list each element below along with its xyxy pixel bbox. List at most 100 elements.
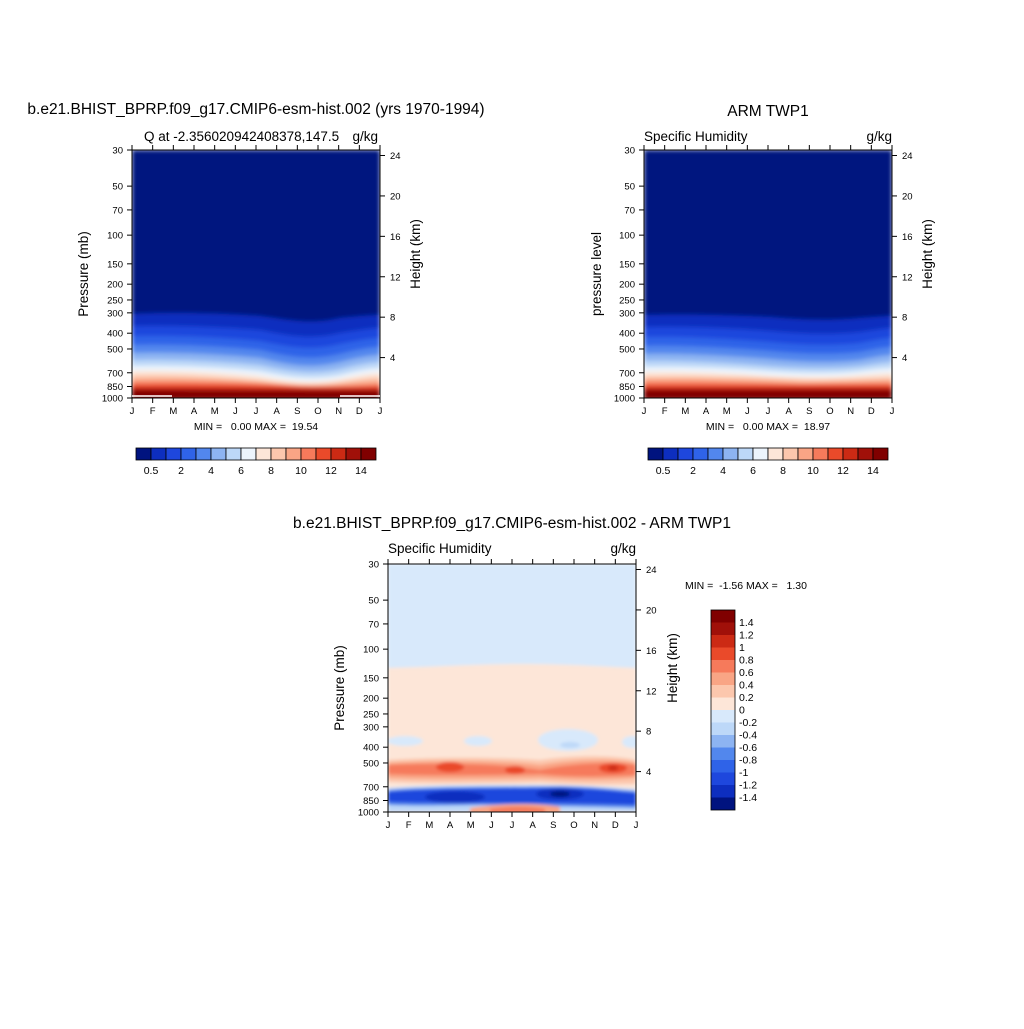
panel-diff-colorbar-label: 0.6 xyxy=(739,667,754,679)
panel-diff-axes-ytick-label: 250 xyxy=(363,709,379,720)
panel-obs-colorbar-box xyxy=(842,447,859,461)
panel-obs-axes-ytick-label: 250 xyxy=(619,295,635,306)
panel-obs-axes-ytick-label: 500 xyxy=(619,344,635,355)
panel-diff-axes-xtick-label: F xyxy=(406,820,412,831)
panel-obs-colorbar-box xyxy=(707,447,724,461)
panel-obs-axes-ytick-right-label: 4 xyxy=(902,353,907,364)
panel-model-colorbar-label: 14 xyxy=(355,465,367,477)
panel-model-axes-ytick-label: 1000 xyxy=(102,394,123,405)
panel-diff-colorbar-box xyxy=(711,797,735,810)
panel-model-colorbar-box xyxy=(300,447,317,461)
panel-model-axes-xtick-label: J xyxy=(130,406,135,417)
panel-diff-axes-xtick-label: J xyxy=(634,820,639,831)
panel-diff-axes-ytick-right-label: 16 xyxy=(646,646,657,657)
panel-obs-axes-xtick-label: A xyxy=(703,406,710,417)
panel-model-heatmap xyxy=(132,150,380,398)
panel-model-colorbar-box xyxy=(285,447,302,461)
panel-diff-blob-neg-1 xyxy=(388,736,423,746)
panel-diff-subtitle-right: g/kg xyxy=(610,541,636,556)
panel-obs-colorbar-box xyxy=(767,447,784,461)
panel-model-axes-xtick-label: F xyxy=(150,406,156,417)
panel-diff-stats: MIN = -1.56 MAX = 1.30 xyxy=(685,580,807,592)
panel-diff-axes-xtick-label: J xyxy=(386,820,391,831)
panel-model-colorbar-label: 10 xyxy=(295,465,307,477)
panel-obs-axes-xtick-label: J xyxy=(890,406,895,417)
panel-model-colorbar-box xyxy=(240,447,257,461)
panel-diff-axes-ytick-right-label: 12 xyxy=(646,686,657,697)
panel-diff-axes-ytick-label: 50 xyxy=(368,596,379,607)
panel-diff-axes-xtick-label: J xyxy=(510,820,515,831)
panel-model-axes-ytick-label: 100 xyxy=(107,231,123,242)
panel-model-axes-xtick-label: O xyxy=(314,406,321,417)
panel-diff-axes-xtick-label: M xyxy=(467,820,475,831)
panel-obs-colorbar-label: 6 xyxy=(750,465,756,477)
panel-obs-colorbar-label: 8 xyxy=(780,465,786,477)
panel-diff-axes-xtick-label: M xyxy=(425,820,433,831)
panel-obs-colorbar-label: 12 xyxy=(837,465,849,477)
panel-obs-axes-ytick-right-label: 24 xyxy=(902,151,913,162)
panel-obs-axes-ytick-right-label: 20 xyxy=(902,191,913,202)
panel-diff-colorbar-label: 0.4 xyxy=(739,680,754,692)
panel-obs-colorbar-label: 2 xyxy=(690,465,696,477)
panel-diff-subtitle-left: Specific Humidity xyxy=(388,541,492,556)
panel-diff-trough-1 xyxy=(425,791,485,803)
panel-diff-axes-xtick-label: D xyxy=(612,820,619,831)
panel-obs-colorbar: 0.5 2 4 6 8 10 12 14 xyxy=(647,447,889,477)
panel-obs-subtitle-right: g/kg xyxy=(866,129,892,144)
panel-model-colorbar-box xyxy=(210,447,227,461)
panel-obs-axes-xtick-label: J xyxy=(766,406,771,417)
panel-obs-colorbar-box xyxy=(647,447,664,461)
panel-obs-stats: MIN = 0.00 MAX = 18.97 xyxy=(706,421,830,433)
panel-diff-colorbar-box xyxy=(711,710,735,723)
panel-model-contour-15 xyxy=(132,391,380,398)
panel-diff-colorbar-label: -1 xyxy=(739,767,748,779)
panel-obs-ylabel: pressure level xyxy=(589,232,604,316)
panel-diff-colorbar-box xyxy=(711,610,735,623)
panel-diff-axes-ytick-label: 70 xyxy=(368,619,379,630)
panel-model-axes-xtick-label: J xyxy=(378,406,383,417)
panel-model-axes-xtick-label: M xyxy=(211,406,219,417)
panel-obs-axes-xtick-label: N xyxy=(847,406,854,417)
panel-obs-axes-ytick-right-label: 12 xyxy=(902,272,913,283)
panel-obs-axes-xtick-label: D xyxy=(868,406,875,417)
panel-model-axes-ytick-right-label: 8 xyxy=(390,313,395,324)
panel-model-stats: MIN = 0.00 MAX = 19.54 xyxy=(194,421,318,433)
panel-model-axes-xtick-label: M xyxy=(169,406,177,417)
panel-diff-axes: J F M A M J J A S O N D J 30 50 70 100 150 200 250 300 400 500… xyxy=(358,559,657,831)
panel-diff-colorbar-box xyxy=(711,772,735,785)
panel-model-axes-ytick-right-label: 20 xyxy=(390,191,401,202)
panel-obs-colorbar-box xyxy=(872,447,889,461)
panel-obs-axes: J F M A M J J A S O N D J 30 50 70 100 150 200 250 300 400 500… xyxy=(614,145,913,417)
panel-model-colorbar-box xyxy=(270,447,287,461)
panel-diff-peak-1 xyxy=(436,762,464,772)
panel-diff-colorbar-box xyxy=(711,672,735,685)
panel-obs-colorbar-box xyxy=(857,447,874,461)
panel-model-axes-xtick-label: A xyxy=(191,406,198,417)
panel-diff-colorbar-label: -1.4 xyxy=(739,792,757,804)
panel-obs-axes-ytick-right-label: 16 xyxy=(902,232,913,243)
panel-diff-axes-ytick-right-label: 20 xyxy=(646,605,657,616)
panel-diff-colorbar-box xyxy=(711,635,735,648)
panel-model-colorbar-label: 6 xyxy=(238,465,244,477)
panel-diff-axes-xtick-label: O xyxy=(570,820,577,831)
panel-model-subtitle-right: g/kg xyxy=(352,129,378,144)
panel-diff-axes-ytick-label: 500 xyxy=(363,758,379,769)
panel-obs-contour-15 xyxy=(644,391,892,398)
panel-model: b.e21.BHIST_BPRP.f09_g17.CMIP6-esm-hist.… xyxy=(27,101,484,477)
panel-obs-axes-xtick-label: J xyxy=(642,406,647,417)
panel-model-axes-ytick-label: 150 xyxy=(107,259,123,270)
panel-model-axes-xtick-label: N xyxy=(335,406,342,417)
panel-diff-colorbar-box xyxy=(711,747,735,760)
panel-diff-axes-xtick-label: J xyxy=(489,820,494,831)
panel-obs-colorbar-box xyxy=(722,447,739,461)
panel-model-axes-xtick-label: S xyxy=(294,406,300,417)
panel-obs-axes-ytick-label: 50 xyxy=(624,182,635,193)
panel-diff-blob-neg-3 xyxy=(538,729,598,751)
panel-diff-blob-neg-5 xyxy=(622,736,636,748)
panel-diff-axes-ytick-right-label: 8 xyxy=(646,727,651,738)
panel-obs-colorbar-label: 14 xyxy=(867,465,879,477)
panel-diff-axes-xtick-label: A xyxy=(529,820,536,831)
panel-model-axes-ytick-label: 850 xyxy=(107,382,123,393)
panel-obs-axes-xtick-label: O xyxy=(826,406,833,417)
panel-obs-colorbar-box xyxy=(827,447,844,461)
